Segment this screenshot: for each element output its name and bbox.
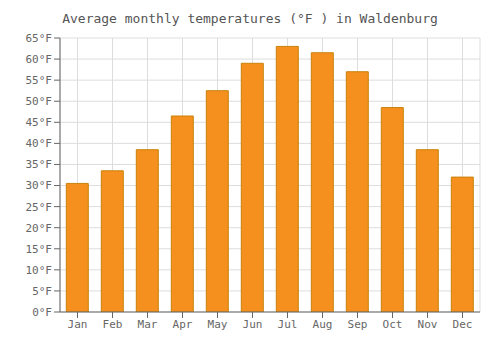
svg-text:Sep: Sep: [348, 318, 368, 331]
svg-text:15°F: 15°F: [26, 243, 53, 256]
svg-text:Jun: Jun: [243, 318, 263, 331]
svg-text:Nov: Nov: [418, 318, 438, 331]
svg-text:40°F: 40°F: [26, 137, 53, 150]
svg-text:Apr: Apr: [173, 318, 193, 331]
svg-text:May: May: [208, 318, 228, 331]
svg-text:55°F: 55°F: [26, 74, 53, 87]
svg-text:65°F: 65°F: [26, 32, 53, 45]
svg-text:Dec: Dec: [453, 318, 473, 331]
svg-text:0°F: 0°F: [32, 306, 52, 319]
svg-text:25°F: 25°F: [26, 201, 53, 214]
html-text:Average monthly temperatures (: Average monthly temperatures (°F ) in Wa…: [62, 11, 438, 26]
svg-text:Feb: Feb: [103, 318, 123, 331]
svg-text:50°F: 50°F: [26, 95, 53, 108]
svg-text:60°F: 60°F: [26, 53, 53, 66]
svg-text:Jan: Jan: [68, 318, 88, 331]
svg-text:20°F: 20°F: [26, 222, 53, 235]
svg-text:Oct: Oct: [383, 318, 403, 331]
svg-text:35°F: 35°F: [26, 158, 53, 171]
svg-text:10°F: 10°F: [26, 264, 53, 277]
svg-text:30°F: 30°F: [26, 179, 53, 192]
svg-text:Aug: Aug: [313, 318, 333, 331]
svg-text:5°F: 5°F: [32, 285, 52, 298]
svg-text:Jul: Jul: [278, 318, 298, 331]
svg-text:Mar: Mar: [138, 318, 158, 331]
svg-text:45°F: 45°F: [26, 116, 53, 129]
